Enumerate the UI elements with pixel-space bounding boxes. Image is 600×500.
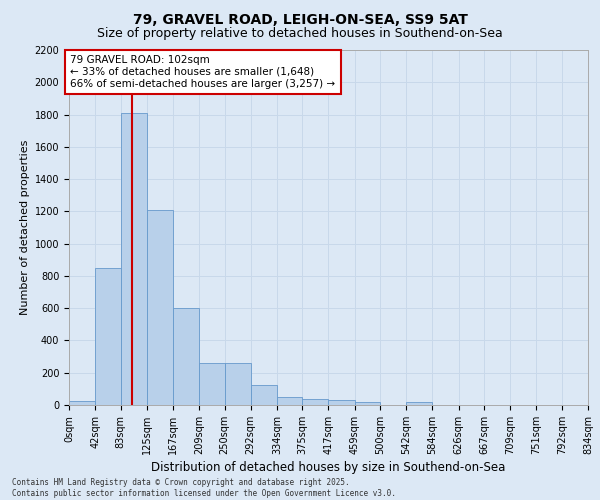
- X-axis label: Distribution of detached houses by size in Southend-on-Sea: Distribution of detached houses by size …: [151, 461, 506, 474]
- Bar: [329, 400, 355, 405]
- Text: Contains HM Land Registry data © Crown copyright and database right 2025.
Contai: Contains HM Land Registry data © Crown c…: [12, 478, 396, 498]
- Bar: [147, 210, 173, 405]
- Text: 79 GRAVEL ROAD: 102sqm
← 33% of detached houses are smaller (1,648)
66% of semi-: 79 GRAVEL ROAD: 102sqm ← 33% of detached…: [70, 56, 335, 88]
- Bar: [355, 402, 380, 405]
- Y-axis label: Number of detached properties: Number of detached properties: [20, 140, 31, 315]
- Bar: [199, 363, 224, 405]
- Bar: [69, 401, 95, 405]
- Bar: [224, 363, 251, 405]
- Text: Size of property relative to detached houses in Southend-on-Sea: Size of property relative to detached ho…: [97, 28, 503, 40]
- Bar: [95, 268, 121, 405]
- Bar: [406, 402, 433, 405]
- Bar: [251, 385, 277, 405]
- Bar: [173, 308, 199, 405]
- Bar: [277, 397, 302, 405]
- Text: 79, GRAVEL ROAD, LEIGH-ON-SEA, SS9 5AT: 79, GRAVEL ROAD, LEIGH-ON-SEA, SS9 5AT: [133, 12, 467, 26]
- Bar: [302, 398, 329, 405]
- Bar: [121, 113, 147, 405]
